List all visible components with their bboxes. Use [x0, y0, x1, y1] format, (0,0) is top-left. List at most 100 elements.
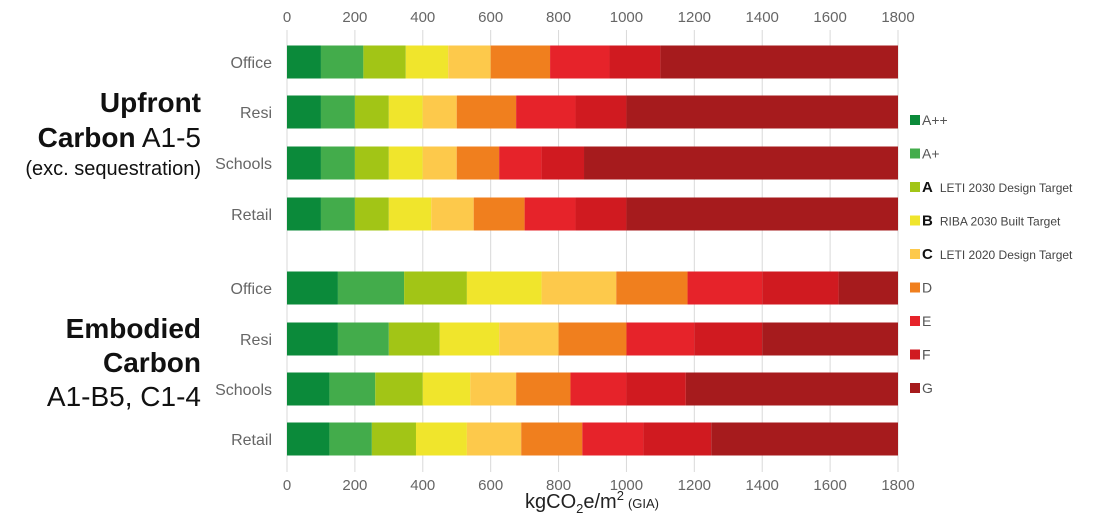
tick-label-bottom: 200	[342, 477, 367, 494]
legend-key: D	[922, 280, 932, 296]
bar-segment-aplusplus	[287, 95, 321, 129]
bar-segment-b	[388, 146, 423, 180]
legend-swatch	[910, 215, 920, 226]
bar-segment-g	[711, 422, 898, 456]
tick-label-top: 600	[478, 9, 503, 26]
bar-segment-b	[466, 271, 542, 305]
bar-segment-a	[375, 372, 423, 406]
tick-label-top: 800	[546, 9, 571, 26]
group-title-bold: Carbon	[38, 122, 136, 153]
bar-segment-g	[838, 271, 898, 305]
bar-segment-d	[516, 372, 571, 406]
bar-segment-a	[371, 422, 416, 456]
bar-segment-d	[473, 197, 525, 231]
bar-segment-e	[516, 95, 576, 129]
group-title-line2: Carbon	[103, 347, 201, 378]
bar-segment-c	[431, 197, 474, 231]
bar-segment-d	[616, 271, 688, 305]
bar-segment-c	[541, 271, 617, 305]
row-label: Retail	[231, 432, 272, 449]
bar-segment-b	[388, 95, 423, 129]
bar-segment-aplusplus	[287, 146, 321, 180]
bar-segment-f	[643, 422, 712, 456]
bar-segment-aplus	[320, 197, 355, 231]
bar-segment-f	[762, 271, 839, 305]
group-title-line1: Upfront	[100, 87, 201, 118]
legend-key: B	[922, 213, 933, 230]
bar-segment-a	[354, 146, 389, 180]
bar-segment-aplus	[320, 95, 355, 129]
row-label: Schools	[215, 382, 272, 399]
tick-label-bottom: 800	[546, 477, 571, 494]
bar-segment-d	[521, 422, 583, 456]
bar-segment-e	[524, 197, 576, 231]
bar-segment-b	[439, 322, 500, 356]
tick-label-top: 200	[342, 9, 367, 26]
row-label: Office	[231, 55, 273, 72]
tick-label-bottom: 1400	[746, 477, 779, 494]
legend-swatch	[910, 282, 920, 293]
group-title-line3: (exc. sequestration)	[25, 158, 201, 180]
tick-label-top: 1200	[678, 9, 711, 26]
bar-segment-c	[422, 146, 457, 180]
row-label: Schools	[215, 156, 272, 173]
tick-label-top: 0	[283, 9, 291, 26]
legend-swatch	[910, 249, 920, 259]
legend-swatch	[910, 115, 920, 125]
tick-label-bottom: 1000	[610, 477, 643, 494]
legend-key: A	[922, 179, 933, 196]
group-titles: Upfront Carbon A1-5 (exc. sequestration) Em…	[25, 87, 201, 412]
legend-label: F	[922, 347, 931, 363]
bar-segment-e	[582, 422, 644, 456]
bar-segment-b	[415, 422, 467, 456]
bar-segment-d	[456, 146, 500, 180]
legend-label: E	[922, 313, 931, 329]
bar-segment-a	[388, 322, 440, 356]
bar-segment-e	[550, 45, 610, 79]
legend-description: RIBA 2030 Built Target	[940, 215, 1061, 229]
bar-segment-d	[558, 322, 627, 356]
tick-label-top: 400	[410, 9, 435, 26]
bar-segment-g	[660, 45, 898, 79]
bar-segment-f	[694, 322, 763, 356]
bar-segment-g	[626, 197, 898, 231]
bar-segment-f	[575, 95, 627, 129]
bar-segment-b	[422, 372, 471, 406]
bar-segment-aplus	[337, 322, 389, 356]
bar-segment-e	[499, 146, 542, 180]
tick-label-top: 1000	[610, 9, 643, 26]
row-label: Resi	[240, 332, 272, 349]
tick-label-top: 1800	[881, 9, 914, 26]
bar-segment-g	[626, 95, 898, 129]
bar-segment-g	[685, 372, 898, 406]
bar-segment-aplus	[320, 45, 364, 79]
legend-swatch	[910, 182, 920, 192]
legend-swatch	[910, 383, 920, 393]
bar-segment-a	[363, 45, 406, 79]
tick-label-bottom: 0	[283, 477, 291, 494]
bar-segment-d	[456, 95, 517, 129]
bar-segment-e	[626, 322, 695, 356]
legend-key: A++	[922, 112, 948, 128]
bar-segment-f	[541, 146, 585, 180]
legend-description: LETI 2020 Design Target	[940, 248, 1073, 262]
row-labels: Office Resi Schools Retail Office Resi Schools…	[215, 55, 272, 449]
bar-segment-d	[490, 45, 551, 79]
row-label: Retail	[231, 207, 272, 224]
group-title-line2: Carbon A1-5	[38, 122, 201, 153]
bar-segment-f	[626, 372, 686, 406]
legend-swatch	[910, 148, 920, 159]
bar-segment-a	[354, 95, 389, 129]
bar-segment-aplusplus	[287, 197, 321, 231]
bar-segment-aplus	[329, 422, 372, 456]
group-title-rest: A1-5	[136, 122, 201, 153]
bar-segment-f	[575, 197, 627, 231]
bar-segment-f	[609, 45, 661, 79]
tick-label-bottom: 1800	[881, 477, 914, 494]
legend-label: D	[922, 280, 932, 296]
bar-segment-b	[405, 45, 449, 79]
bar-segment-a	[404, 271, 467, 305]
bar-segment-b	[388, 197, 432, 231]
bar-segment-a	[354, 197, 389, 231]
